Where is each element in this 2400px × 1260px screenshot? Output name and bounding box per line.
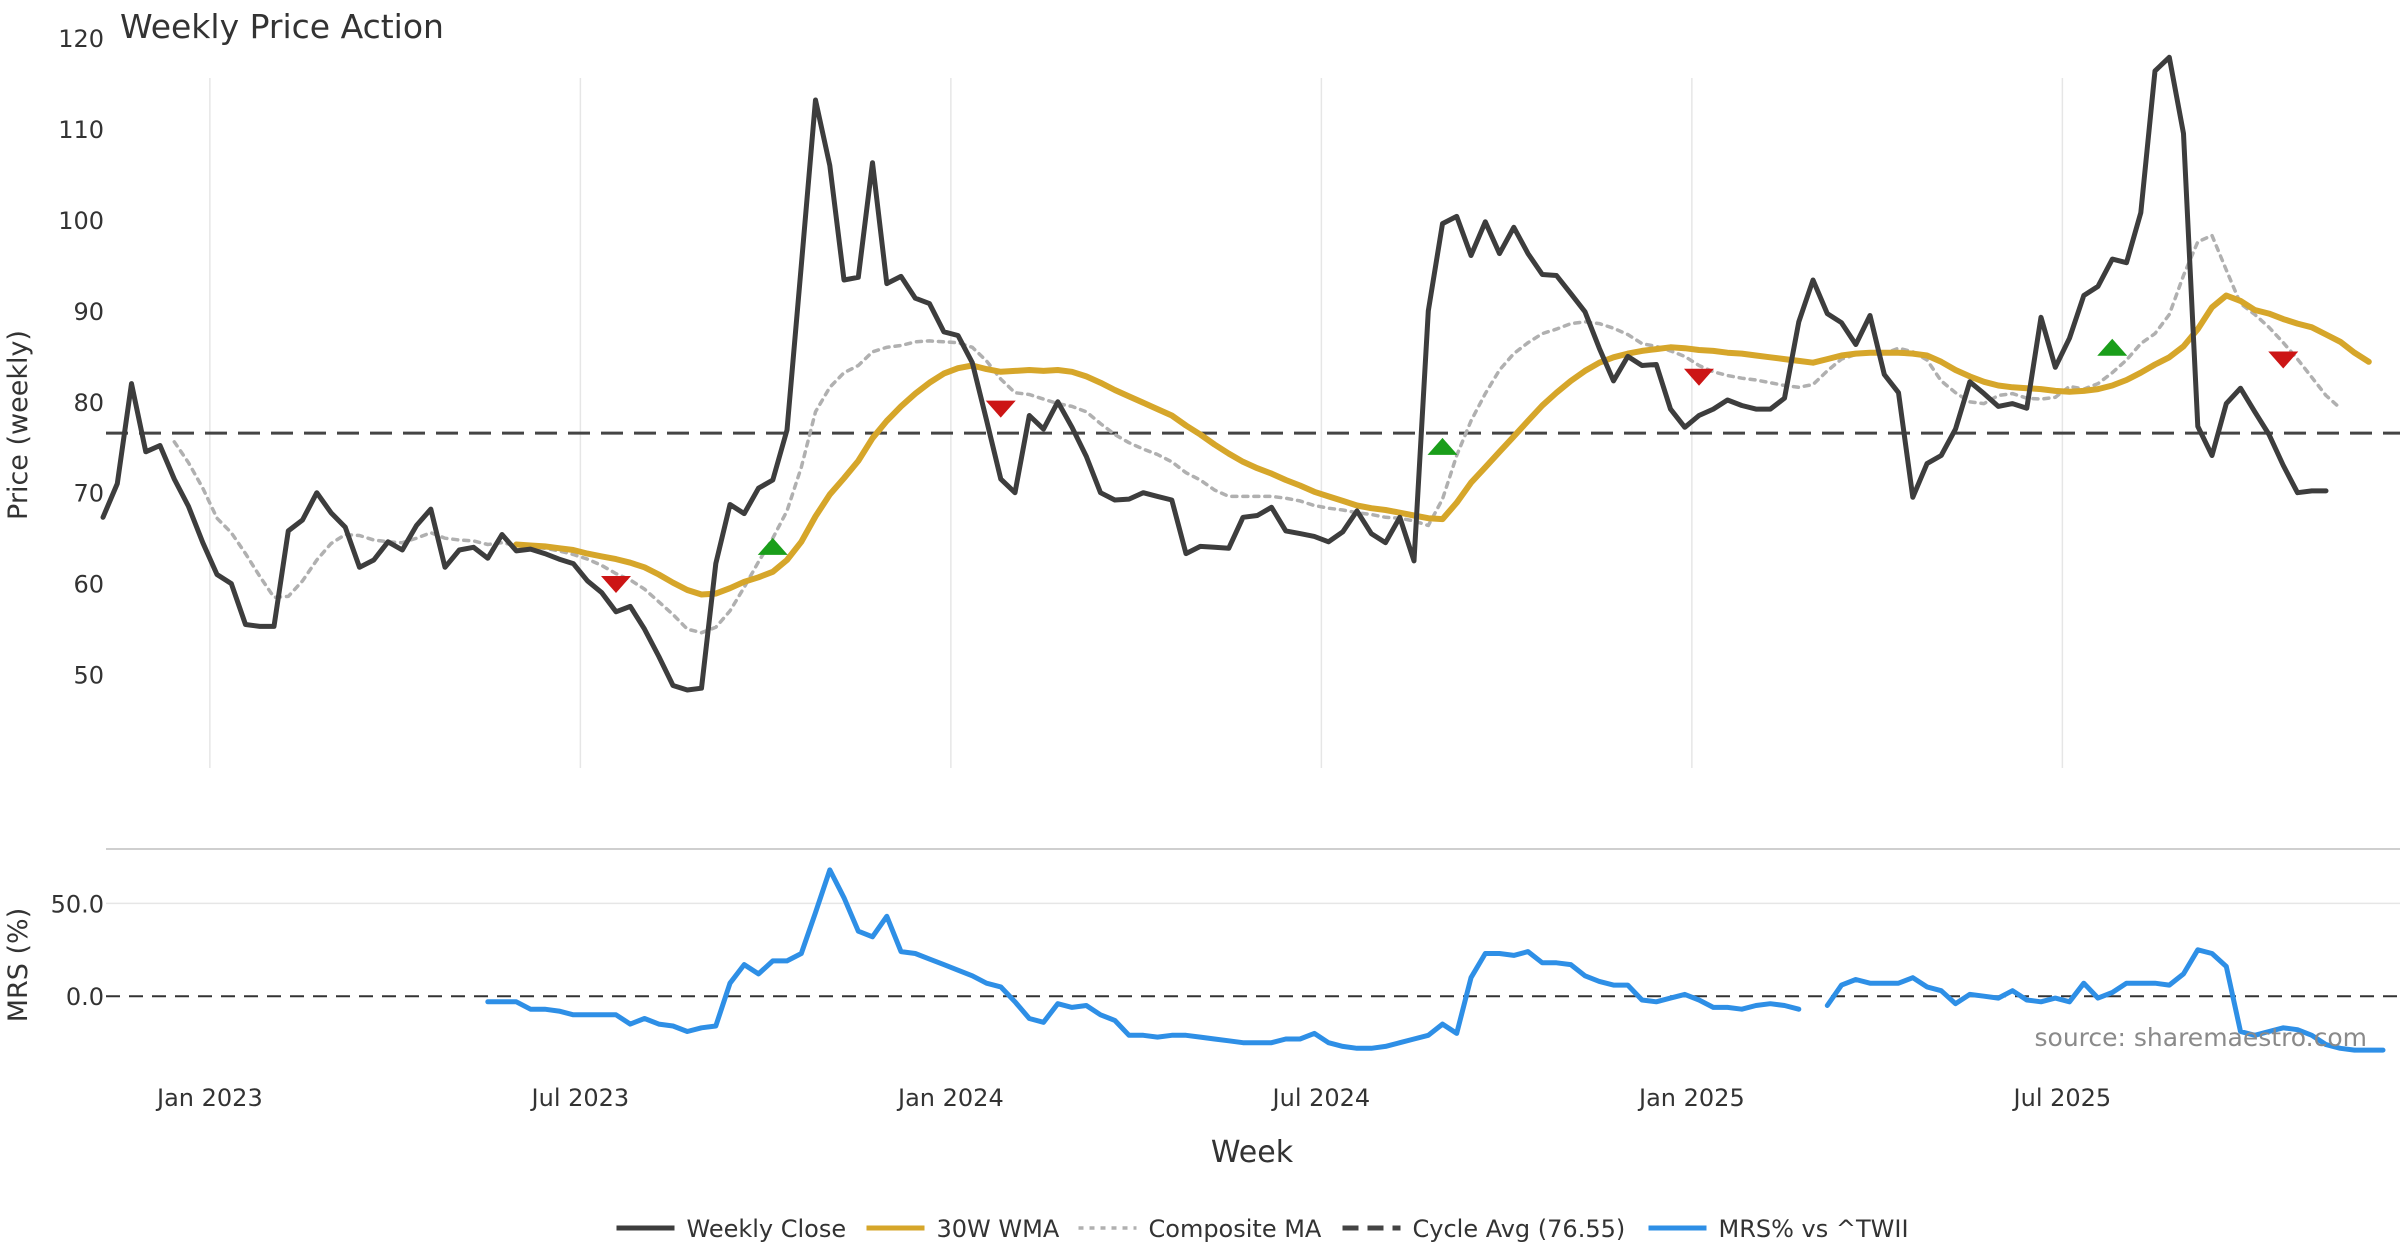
price-panel: 50 60 70 80 90 100 110 120 Price (weekly) — [3, 25, 2400, 768]
buy-signal-marker — [757, 537, 788, 555]
legend-item: MRS% vs ^TWII — [1648, 1215, 1909, 1243]
legend-label: Weekly Close — [687, 1215, 847, 1243]
buy-signal-marker — [2097, 338, 2128, 356]
x-tick-label: Jul 2023 — [530, 1084, 630, 1112]
mrs-y-axis-label: MRS (%) — [3, 908, 34, 1023]
legend-label: Composite MA — [1149, 1215, 1322, 1243]
wma-30w-line — [513, 292, 2372, 598]
legend: Weekly Close 30W WMA Composite MA Cycle Avg… — [616, 1215, 1909, 1243]
source-note: source: sharemaestro.com — [2035, 1023, 2368, 1052]
mrs-line — [485, 867, 2386, 1053]
legend-item: Cycle Avg (76.55) — [1342, 1215, 1626, 1243]
legend-label: Cycle Avg (76.55) — [1413, 1215, 1626, 1243]
price-y-tick: 60 — [73, 571, 104, 599]
price-y-tick: 110 — [58, 116, 104, 144]
weekly-close-line — [100, 54, 2329, 693]
price-y-tick: 70 — [73, 480, 104, 508]
chart-title: Weekly Price Action — [120, 7, 444, 46]
legend-item: Composite MA — [1078, 1215, 1322, 1243]
x-tick-label: Jul 2025 — [2012, 1084, 2112, 1112]
x-axis-label: Week — [1211, 1135, 1294, 1170]
legend-item: Weekly Close — [616, 1215, 847, 1243]
price-y-axis-label: Price (weekly) — [3, 330, 34, 520]
x-tick-label: Jan 2023 — [155, 1084, 263, 1112]
price-y-tick: 80 — [73, 389, 104, 417]
price-y-tick: 90 — [73, 298, 104, 326]
buy-signal-marker — [1427, 437, 1458, 455]
legend-item: 30W WMA — [866, 1215, 1060, 1243]
price-y-tick: 120 — [58, 25, 104, 53]
composite-ma-line — [172, 233, 2343, 635]
sell-signal-marker — [985, 400, 1016, 418]
x-tick-label: Jul 2024 — [1271, 1084, 1371, 1112]
mrs-panel: 0.0 50.0 MRS (%) source: sharemaestro.com — [3, 867, 2400, 1053]
sell-signal-marker — [601, 576, 631, 594]
sell-signal-marker — [1684, 368, 1714, 386]
sell-signal-marker — [2268, 351, 2299, 369]
x-tick-label: Jan 2025 — [1637, 1084, 1745, 1112]
price-y-tick: 50 — [73, 662, 104, 690]
legend-label: 30W WMA — [937, 1215, 1060, 1243]
mrs-y-tick: 50.0 — [51, 890, 104, 918]
mrs-y-tick: 0.0 — [66, 983, 104, 1011]
price-y-tick: 100 — [58, 207, 104, 235]
legend-label: MRS% vs ^TWII — [1719, 1215, 1909, 1243]
x-tick-label: Jan 2024 — [896, 1084, 1004, 1112]
